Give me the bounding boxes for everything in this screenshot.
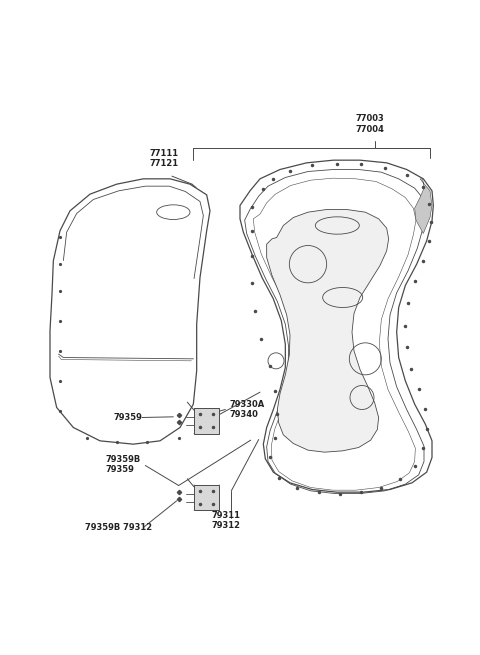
Text: 79330A
79340: 79330A 79340 (230, 400, 265, 419)
Polygon shape (267, 210, 389, 452)
Text: 79359B 79312: 79359B 79312 (85, 523, 153, 532)
Text: 79359B
79359: 79359B 79359 (105, 455, 141, 474)
Text: 79359: 79359 (113, 413, 142, 422)
Text: 79311
79312: 79311 79312 (212, 511, 241, 530)
Bar (194, 408, 219, 434)
Polygon shape (415, 179, 432, 233)
Bar (194, 485, 219, 510)
Text: 77111
77121: 77111 77121 (149, 149, 179, 168)
Text: 77003
77004: 77003 77004 (356, 115, 384, 134)
